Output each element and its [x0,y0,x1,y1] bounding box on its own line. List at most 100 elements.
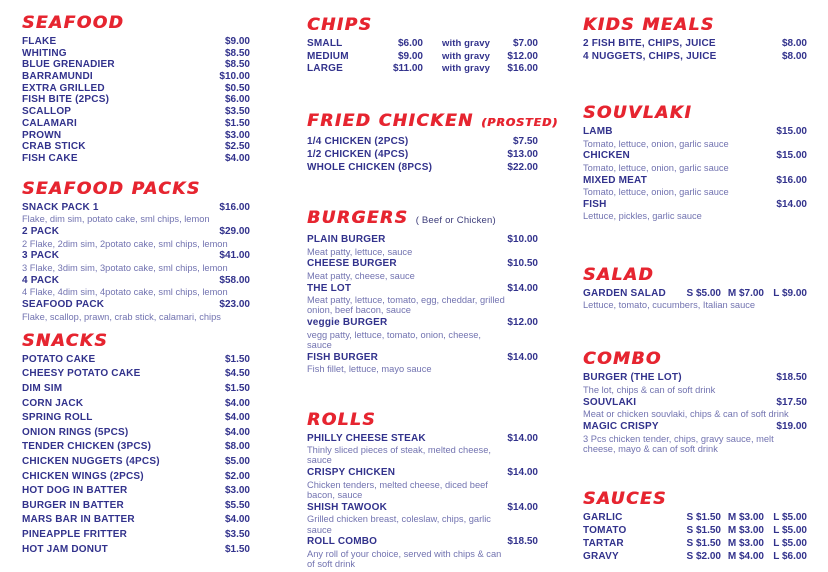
item-label: PINEAPPLE FRITTER [22,528,128,540]
sauces-items: GARLIC S $1.50 M $3.00 L $5.00 TOMATO S … [583,513,807,562]
menu-item-row: BURGER (THE LOT) $18.50 [583,373,807,383]
item-description: 3 Flake, 3dim sim, 3potato cake, sml chi… [22,262,228,273]
item-description: 2 Flake, 2dim sim, 2potato cake, sml chi… [22,238,228,249]
price-small: S $2.00 [686,551,721,563]
item-price: $4.00 [224,514,250,526]
menu-item-row: MARS BAR IN BATTER $4.00 [22,515,250,525]
menu-item-row: ONION RINGS (5PCS) $4.00 [22,427,250,438]
menu-item: 3 PACK $41.00 3 Flake, 3dim sim, 3potato… [22,251,250,273]
item-label: TARTAR [583,538,624,550]
menu-item-row: 3 PACK $41.00 [22,251,250,261]
menu-item-row: FISH $14.00 [583,199,807,210]
section-seafood: SEAFOOD FLAKE $9.00 WHITING $8.50 BLUE G… [22,14,250,164]
item-label: 4 PACK [22,274,60,286]
section-seafood-packs: SEAFOOD PACKS SNACK PACK 1 $16.00 Flake,… [22,180,250,322]
item-price: $29.00 [219,226,250,238]
section-combo: COMBO BURGER (THE LOT) $18.50 The lot, c… [583,350,807,454]
item-label: 1/4 CHICKEN (2PCS) [307,136,409,147]
menu-item: PLAIN BURGER $10.00 Meat patty, lettuce,… [307,235,538,257]
item-label: SMALL [307,38,343,49]
menu-item-row: 1/4 CHICKEN (2PCS) $7.50 [307,137,538,147]
menu-item-row: LAMB $15.00 [583,127,807,137]
item-label: CHICKEN NUGGETS (4PCS) [22,456,160,468]
menu-item: CHICKEN $15.00 Tomato, lettuce, onion, g… [583,151,807,173]
menu-item-row: CALAMARI $1.50 [22,117,250,129]
item-price: $16.00 [776,174,807,186]
item-price: $3.00 [224,485,250,497]
item-label: CHEESE BURGER [307,258,397,270]
item-description: Meat patty, lettuce, sauce [307,246,413,257]
item-label: CHICKEN WINGS (2PCS) [22,470,144,482]
item-price: $0.50 [224,82,250,94]
item-label: 2 PACK [22,226,60,238]
chips-items: SMALL $6.00 with gravy $7.00 MEDIUM $9.0… [307,39,538,74]
menu-item-row: PHILLY CHEESE STEAK $14.00 [307,433,538,444]
section-salad: SALAD GARDEN SALAD S $5.00 M $7.00 L $9.… [583,266,807,311]
item-price: $4.00 [224,152,250,164]
item-description: Flake, dim sim, potato cake, sml chips, … [22,214,210,225]
section-chips: CHIPS SMALL $6.00 with gravy $7.00 MEDIU… [307,16,538,74]
item-label: SHISH TAWOOK [307,501,387,513]
item-price: $10.00 [219,71,250,83]
menu-item-row: SHISH TAWOOK $14.00 [307,501,538,513]
price-small: S $1.50 [686,538,721,550]
item-price: $7.50 [512,136,538,147]
item-price: $1.50 [224,353,250,365]
item-description: Lettuce, pickles, garlic sauce [583,211,702,222]
price-large: L $9.00 [773,287,807,299]
section-title-snacks: SNACKS [22,330,108,351]
item-description: Tomato, lettuce, onion, garlic sauce [583,187,729,198]
section-kids-meals: KIDS MEALS 2 FISH BITE, CHIPS, JUICE $8.… [583,16,807,62]
item-label: SEAFOOD PACK [22,299,105,311]
item-price: $12.00 [507,317,538,329]
menu-item: PHILLY CHEESE STEAK $14.00 Thinly sliced… [307,433,538,466]
item-label: CHICKEN [583,150,630,162]
item-price: $8.50 [224,47,250,59]
item-label: CALAMARI [22,117,77,129]
menu-item-row: veggie BURGER $12.00 [307,318,538,328]
item-description: Meat patty, lettuce, tomato, egg, chedda… [307,295,505,316]
section-burgers: BURGERS ( Beef or Chicken) PLAIN BURGER … [307,209,538,375]
menu-item-row: HOT DOG IN BATTER $3.00 [22,486,250,496]
item-description: 3 Pcs chicken tender, chips, gravy sauce… [583,433,774,454]
gravy-label: with gravy [442,50,490,62]
item-label: PLAIN BURGER [307,234,386,245]
item-label: CHEESY POTATO CAKE [22,368,141,380]
item-label: SOUVLAKI [583,396,637,408]
item-price: $3.00 [224,129,250,141]
item-price: $2.00 [224,470,250,482]
item-description: Tomato, lettuce, onion, garlic sauce [583,162,729,173]
item-description: vegg patty, lettuce, tomato, onion, chee… [307,329,481,350]
menu-item-row: MEDIUM $9.00 with gravy $12.00 [307,50,538,62]
section-title-salad: SALAD [583,264,655,285]
item-label: 1/2 CHICKEN (4PCS) [307,149,409,160]
item-label: TOMATO [583,525,627,537]
item-price: $18.50 [507,536,538,548]
menu-item: SEAFOOD PACK $23.00 Flake, scallop, praw… [22,300,250,322]
item-label: LARGE [307,63,343,74]
menu-item: THE LOT $14.00 Meat patty, lettuce, toma… [307,283,538,316]
menu-column-right: KIDS MEALS 2 FISH BITE, CHIPS, JUICE $8.… [583,0,807,562]
item-price: $4.00 [224,397,250,409]
item-price: $14.00 [507,351,538,363]
menu-item: MIXED MEAT $16.00 Tomato, lettuce, onion… [583,174,807,198]
menu-item-row: CHICKEN NUGGETS (4PCS) $5.00 [22,457,250,467]
item-label: SNACK PACK 1 [22,201,99,213]
item-price: $10.50 [507,258,538,270]
section-souvlaki: SOUVLAKI LAMB $15.00 Tomato, lettuce, on… [583,104,807,222]
item-label: CORN JACK [22,397,84,409]
menu-item: ROLL COMBO $18.50 Any roll of your choic… [307,537,538,569]
menu-item-row: SNACK PACK 1 $16.00 [22,201,250,213]
item-price: $1.50 [224,543,250,555]
item-price: $8.50 [224,59,250,71]
section-title-text: FRIED CHICKEN [307,111,474,131]
item-price: $6.00 [397,38,423,49]
item-label: BARRAMUNDI [22,71,93,83]
item-price: $9.00 [397,50,423,62]
price-medium: M $7.00 [727,287,764,299]
menu-item-row: BLUE GRENADIER $8.50 [22,60,250,70]
item-label: MARS BAR IN BATTER [22,514,135,526]
item-price: $6.00 [224,94,250,106]
gravy-price: $16.00 [507,63,538,74]
item-label: SPRING ROLL [22,412,93,424]
